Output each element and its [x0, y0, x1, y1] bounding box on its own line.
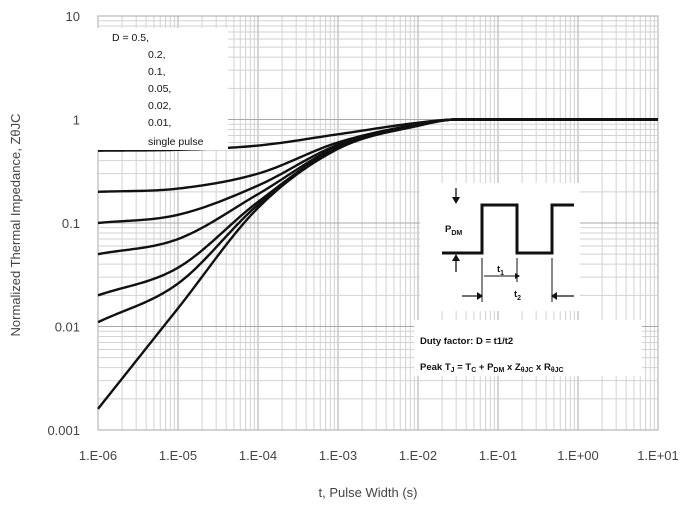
- x-tick-label: 1.E+00: [557, 448, 599, 463]
- duty-factor-text: Duty factor: D = t1/t2: [420, 336, 513, 347]
- y-tick-label: 0.1: [62, 216, 80, 231]
- x-tick-label: 1.E-02: [399, 448, 437, 463]
- legend-entry: 0.2,: [148, 49, 166, 61]
- y-axis-title: Normalized Thermal Impedance, ZθJC: [8, 113, 23, 336]
- y-tick-label: 0.001: [47, 423, 80, 438]
- y-tick-label: 10: [66, 9, 80, 24]
- x-tick-label: 1.E-03: [319, 448, 357, 463]
- legend-entry: 0.05,: [148, 83, 171, 95]
- pulse-diagram-inset: PDM t1 t2: [420, 183, 580, 311]
- y-tick-label: 0.01: [55, 320, 80, 335]
- legend-entry: 0.02,: [148, 100, 171, 112]
- legend: D = 0.5, 0.2, 0.1, 0.05, 0.02, 0.01, sin…: [96, 28, 228, 150]
- peak-temperature-formula: Peak TJ = TC + PDM x ZθJC x RθJC: [420, 362, 564, 374]
- pulse-inset-background: [420, 183, 580, 311]
- legend-entry: D = 0.5,: [112, 32, 149, 44]
- legend-entry: 0.1,: [148, 66, 166, 78]
- x-tick-label: 1.E+01: [637, 448, 679, 463]
- x-tick-label: 1.E-05: [159, 448, 197, 463]
- legend-entry: single pulse: [148, 136, 204, 148]
- x-tick-label: 1.E-04: [239, 448, 277, 463]
- x-tick-label: 1.E-06: [79, 448, 117, 463]
- formula-box: Duty factor: D = t1/t2 Peak TJ = TC + PD…: [414, 320, 642, 376]
- y-tick-label: 1: [73, 113, 80, 128]
- x-axis-title: t, Pulse Width (s): [319, 485, 418, 500]
- legend-entry: 0.01,: [148, 117, 171, 129]
- x-tick-label: 1.E-01: [479, 448, 517, 463]
